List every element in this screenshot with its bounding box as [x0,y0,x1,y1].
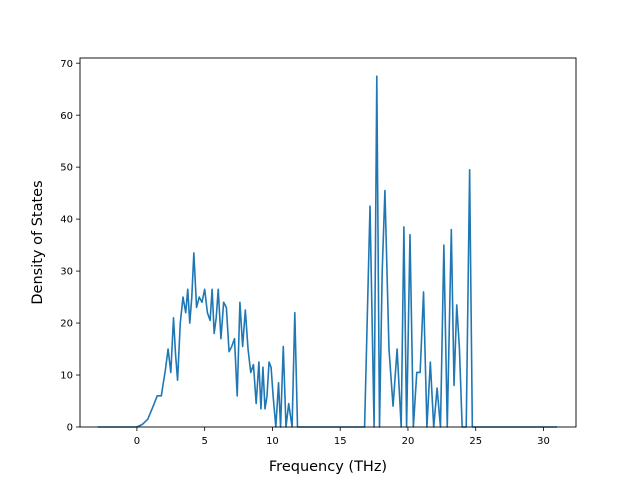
y-axis-label: Density of States [30,180,46,304]
x-tick-label: 15 [334,436,347,447]
y-tick-label: 10 [60,371,73,382]
x-tick-label: 0 [134,436,140,447]
y-tick-label: 0 [67,423,73,434]
x-axis: 0 5 10 15 20 25 30 [134,427,550,447]
axes-frame [79,57,577,428]
x-tick-label: 5 [201,436,207,447]
y-tick-label: 60 [60,111,73,122]
x-axis-label: Frequency (THz) [269,459,387,475]
y-tick-label: 30 [60,267,73,278]
y-tick-label: 70 [60,59,73,70]
y-tick-label: 20 [60,319,73,330]
y-tick-label: 40 [60,215,73,226]
dos-series-line-0 [97,75,558,428]
x-tick-label: 20 [402,436,415,447]
y-axis: 0 10 20 30 40 50 60 70 [60,59,80,434]
y-tick-label: 50 [60,163,73,174]
x-tick-label: 30 [537,436,550,447]
plot-area [97,75,558,428]
x-tick-label: 10 [266,436,279,447]
x-tick-label: 25 [469,436,482,447]
